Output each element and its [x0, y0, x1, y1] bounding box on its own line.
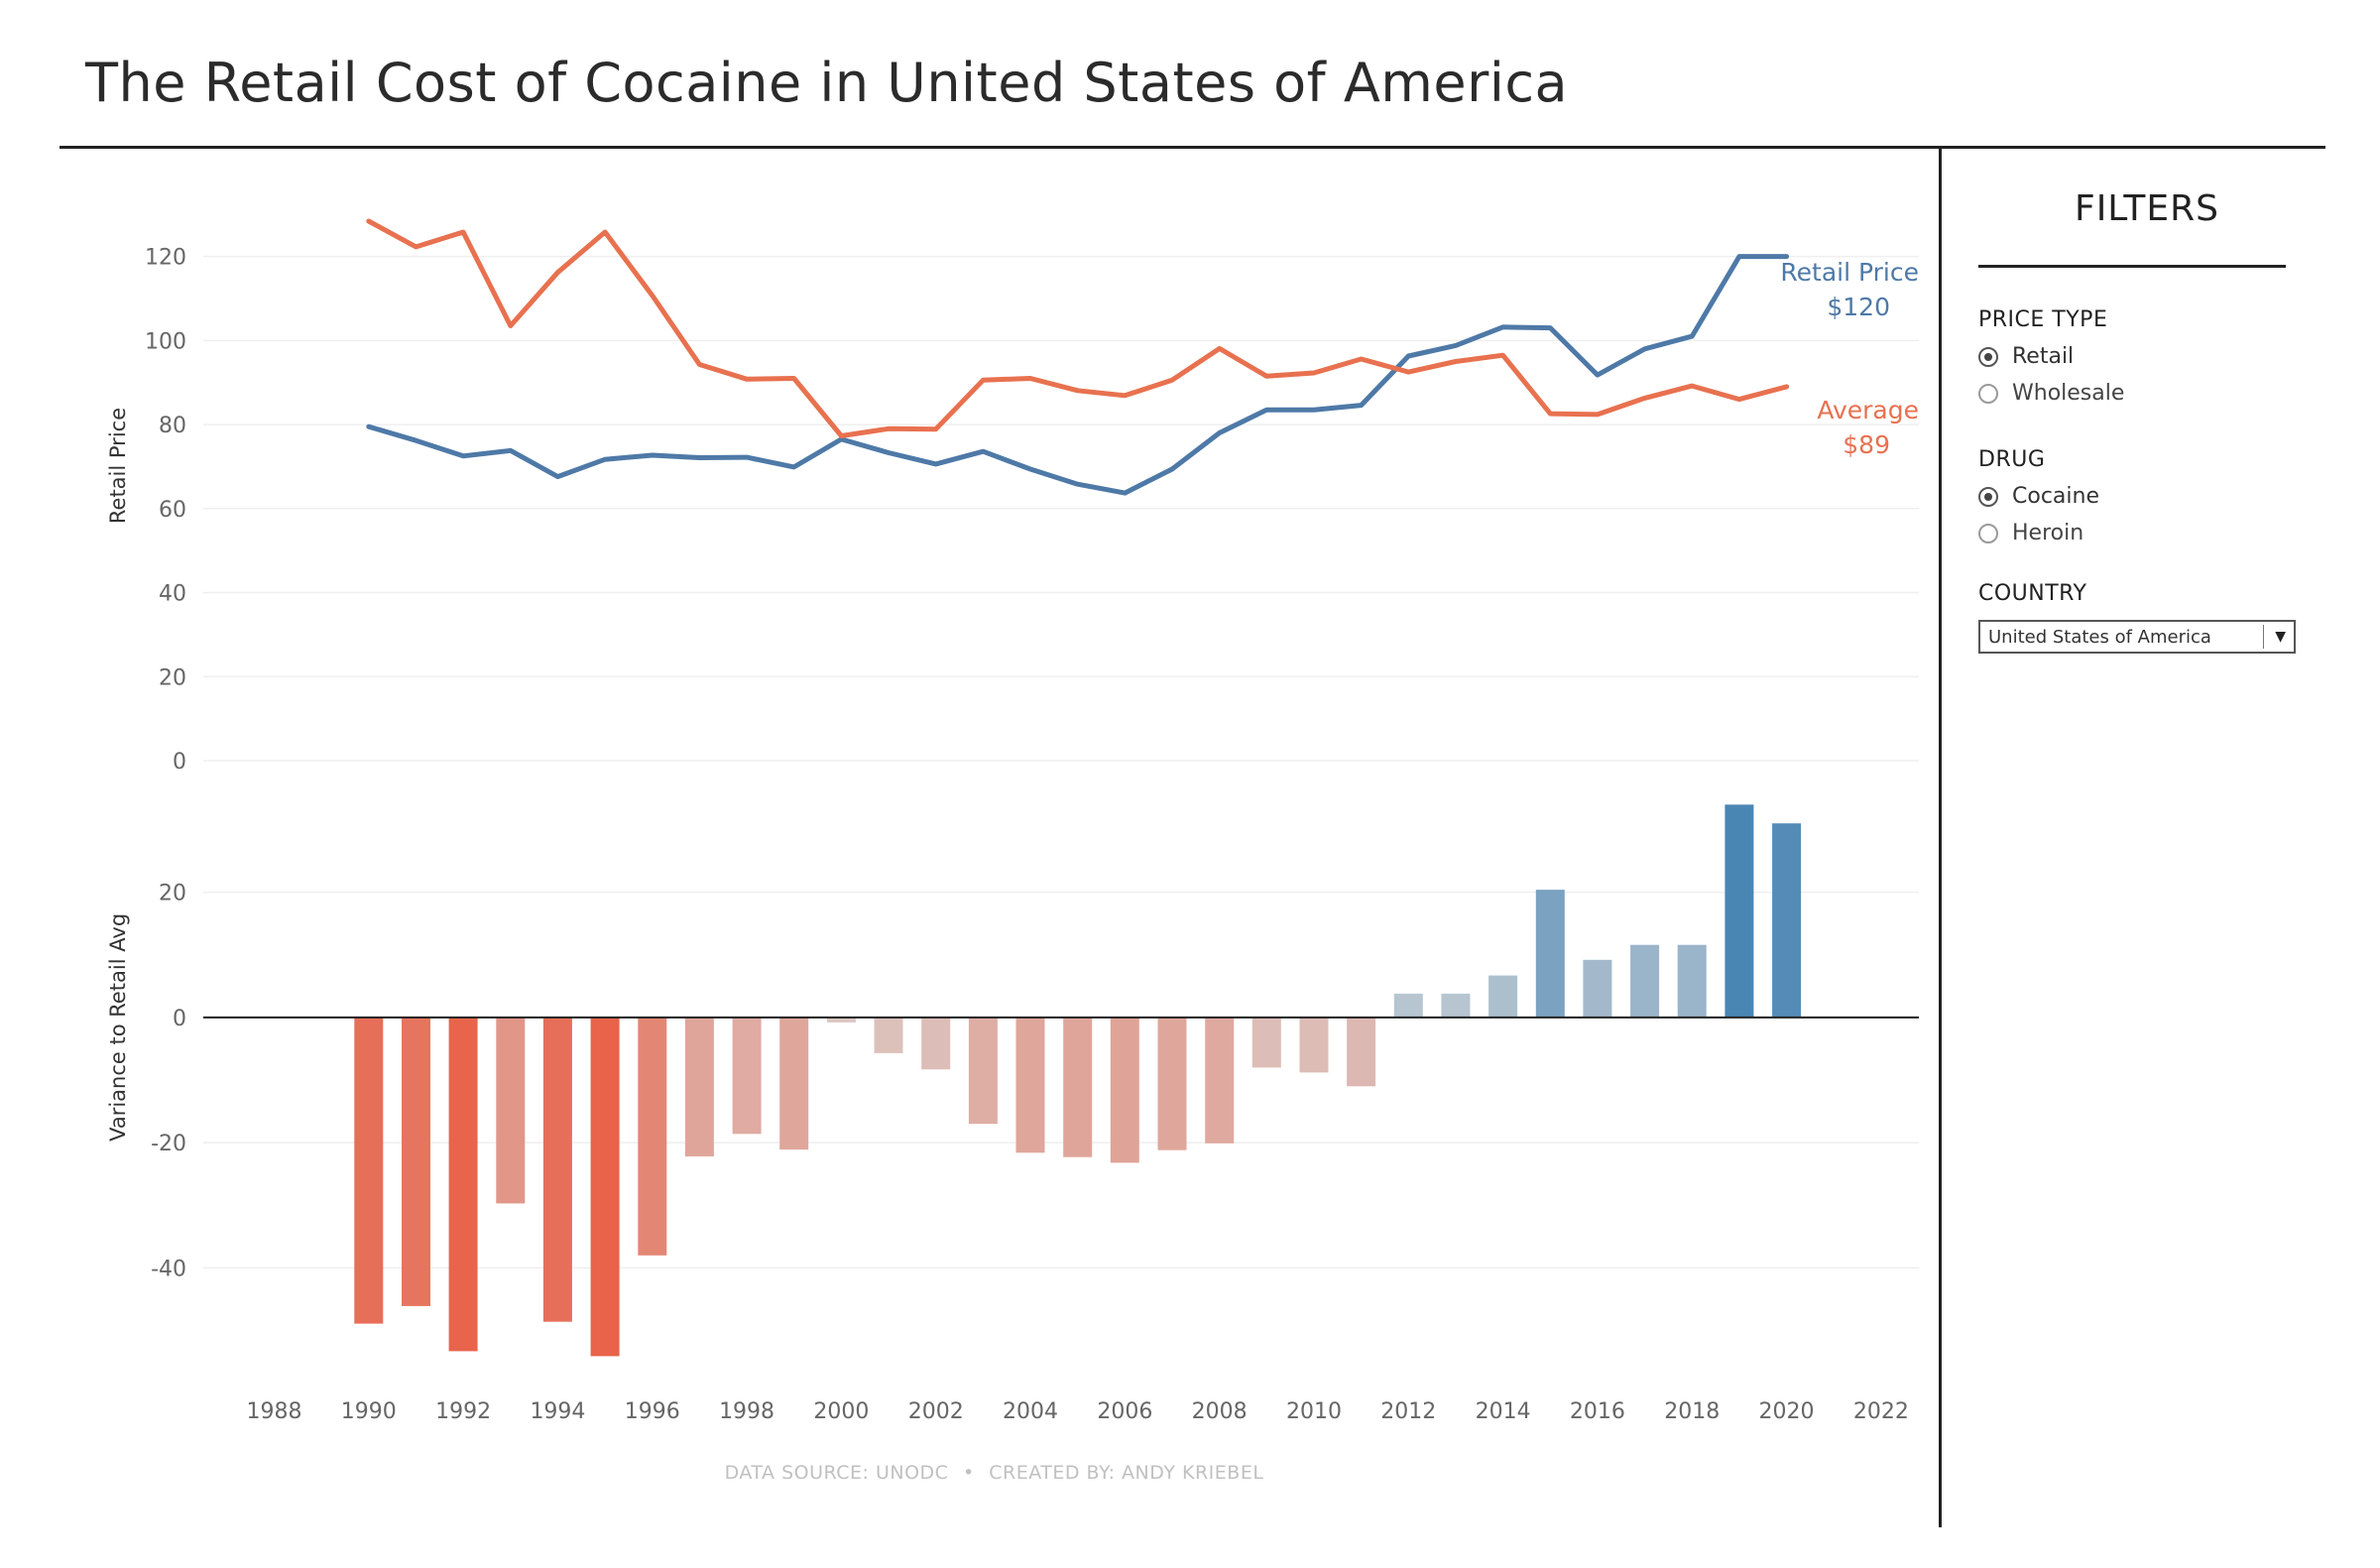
- radio-selected-icon[interactable]: [1978, 346, 1998, 367]
- series-line-average: [366, 218, 1790, 438]
- price-type-heading: PRICE TYPE: [1978, 307, 2108, 332]
- variance-bar: [1583, 959, 1612, 1018]
- country-value: United States of America: [1988, 626, 2211, 648]
- variance-bar: [496, 1017, 526, 1204]
- y-tick-label: 20: [159, 882, 186, 906]
- panel-divider: [1939, 149, 1942, 1527]
- y-tick-label: -20: [151, 1132, 186, 1156]
- option-label: Retail: [2012, 344, 2075, 369]
- y-tick-label: 40: [159, 582, 186, 607]
- x-tick-label: 1998: [719, 1399, 774, 1424]
- variance-bar: [1441, 993, 1471, 1018]
- variance-bar: [1110, 1017, 1139, 1163]
- x-tick-label: 2010: [1286, 1399, 1342, 1424]
- variance-bar: [1677, 944, 1707, 1018]
- variance-bar: [1157, 1017, 1187, 1150]
- variance-bar: [542, 1017, 572, 1322]
- y-axis-title: Retail Price: [106, 408, 130, 524]
- variance-bar: [968, 1017, 998, 1125]
- variance-bar: [874, 1017, 903, 1053]
- y-tick-label: 0: [173, 1007, 186, 1031]
- y-tick-label: 120: [145, 246, 186, 271]
- y-tick-label: 100: [145, 329, 186, 354]
- variance-bar: [826, 1017, 856, 1023]
- price-type-retail-option[interactable]: Retail: [1978, 344, 2306, 369]
- x-tick-label: 2016: [1570, 1399, 1625, 1424]
- variance-bar: [1535, 890, 1565, 1018]
- country-dropdown[interactable]: United States of America ▼: [1978, 620, 2296, 654]
- y-axis-title: Variance to Retail Avg: [106, 913, 130, 1142]
- retail-price-chart: 0 20 40 60 80 100 120 Retail Price Retail Price $…: [106, 218, 1919, 775]
- option-label: Wholesale: [2012, 381, 2125, 406]
- x-tick-label: 2000: [813, 1399, 869, 1424]
- x-tick-label: 1990: [341, 1399, 397, 1424]
- variance-chart: -40 -20 0 20 Variance to Retail Avg 1988 1990 1…: [106, 804, 1919, 1424]
- series-line-retail: [366, 254, 1790, 496]
- series-label-name: Retail Price: [1780, 258, 1919, 287]
- x-tick-label: 2002: [908, 1399, 964, 1424]
- radio-unselected-icon[interactable]: [1978, 383, 1998, 404]
- footer-separator: •: [963, 1462, 975, 1484]
- drug-cocaine-option[interactable]: Cocaine: [1978, 484, 2306, 509]
- price-type-wholesale-option[interactable]: Wholesale: [1978, 381, 2306, 406]
- radio-unselected-icon[interactable]: [1978, 523, 1998, 543]
- drug-heading: DRUG: [1978, 447, 2046, 472]
- variance-bar: [732, 1017, 762, 1135]
- x-tick-label: 2014: [1476, 1399, 1531, 1424]
- variance-bar: [1725, 804, 1754, 1018]
- x-tick-label: 1992: [435, 1399, 491, 1424]
- radio-selected-icon[interactable]: [1978, 486, 1998, 507]
- y-tick-label: -40: [151, 1257, 186, 1281]
- variance-bar: [638, 1017, 667, 1256]
- x-tick-label: 2008: [1192, 1399, 1248, 1424]
- series-label-name: Average: [1817, 396, 1919, 424]
- y-tick-label: 60: [159, 498, 186, 523]
- variance-bar: [1393, 993, 1423, 1018]
- variance-bar: [1063, 1017, 1093, 1157]
- x-tick-label: 2004: [1003, 1399, 1058, 1424]
- variance-bar: [590, 1017, 620, 1357]
- country-heading: COUNTRY: [1978, 581, 2087, 606]
- data-source: DATA SOURCE: UNODC: [724, 1462, 949, 1484]
- x-tick-label: 1994: [530, 1399, 585, 1424]
- x-tick-label: 2020: [1759, 1399, 1815, 1424]
- x-tick-label: 2006: [1097, 1399, 1152, 1424]
- filters-divider: [1978, 265, 2286, 268]
- footer-credit: DATA SOURCE: UNODC • CREATED BY: ANDY KR…: [0, 1462, 1988, 1484]
- filters-panel: FILTERS PRICE TYPE Retail Wholesale DRUG…: [1978, 188, 2306, 654]
- variance-bar: [448, 1017, 478, 1352]
- variance-bar: [1205, 1017, 1235, 1144]
- x-tick-label: 2012: [1380, 1399, 1436, 1424]
- option-label: Heroin: [2012, 521, 2084, 545]
- variance-bar: [779, 1017, 809, 1150]
- y-tick-label: 80: [159, 414, 186, 438]
- variance-bar: [1488, 975, 1518, 1018]
- y-tick-label: 20: [159, 665, 186, 690]
- title-divider: [60, 146, 2325, 149]
- variance-bar: [1015, 1017, 1045, 1153]
- variance-bar: [1630, 944, 1660, 1018]
- x-tick-label: 1996: [625, 1399, 680, 1424]
- creator-credit: CREATED BY: ANDY KRIEBEL: [989, 1462, 1264, 1484]
- variance-bar: [921, 1017, 951, 1070]
- page-title: The Retail Cost of Cocaine in United Sta…: [85, 52, 1569, 114]
- x-tick-label: 1988: [246, 1399, 301, 1424]
- dropdown-arrow-icon[interactable]: ▼: [2263, 625, 2286, 649]
- series-label-value: $89: [1843, 430, 1890, 459]
- variance-bar: [684, 1017, 714, 1156]
- filters-title: FILTERS: [2074, 188, 2220, 229]
- variance-bar: [1347, 1017, 1376, 1087]
- variance-bar: [1772, 823, 1802, 1018]
- variance-bar: [402, 1017, 430, 1306]
- drug-heroin-option[interactable]: Heroin: [1978, 521, 2306, 545]
- chart-area: 0 20 40 60 80 100 120 Retail Price Retail Price $…: [106, 218, 1919, 1424]
- option-label: Cocaine: [2012, 484, 2099, 509]
- variance-bar: [1251, 1017, 1281, 1068]
- series-label-value: $120: [1827, 293, 1890, 321]
- variance-bar: [354, 1017, 384, 1324]
- variance-bar: [1299, 1017, 1329, 1073]
- x-tick-label: 2018: [1664, 1399, 1720, 1424]
- x-tick-label: 2022: [1853, 1399, 1909, 1424]
- y-tick-label: 0: [173, 750, 186, 775]
